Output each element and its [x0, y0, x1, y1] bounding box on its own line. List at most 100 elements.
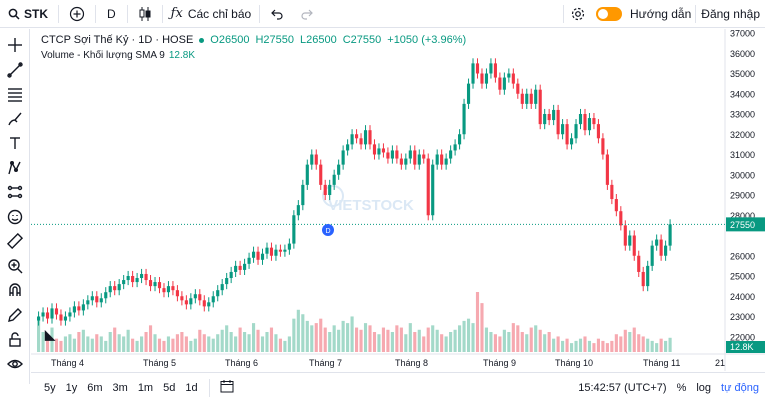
trendline-tool[interactable] — [3, 58, 27, 82]
watermark-text: VIETSTOCK — [328, 197, 414, 214]
indicators-button[interactable]: ƒx Các chỉ báo — [163, 0, 260, 28]
gear-icon — [571, 7, 585, 21]
volume-bar — [50, 327, 54, 352]
undo-icon — [271, 9, 283, 20]
pattern-tool[interactable] — [3, 156, 27, 180]
candle-body — [337, 164, 341, 175]
last-price-badge — [726, 217, 765, 232]
fib-tool[interactable] — [3, 82, 27, 106]
volume-bar — [332, 325, 336, 352]
range-button-6m[interactable]: 6m — [87, 381, 103, 394]
candle-body — [86, 300, 90, 305]
candle-body — [484, 73, 489, 84]
goto-date-button[interactable] — [216, 379, 238, 396]
volume-bar — [243, 332, 247, 352]
range-button-1m[interactable]: 1m — [137, 381, 154, 394]
volume-bar — [440, 334, 444, 352]
login-button[interactable]: Đăng nhập — [696, 0, 765, 28]
search-icon — [8, 8, 20, 20]
candle-body — [614, 199, 618, 212]
magnet-tool[interactable] — [3, 278, 27, 302]
candle-body — [355, 134, 359, 139]
volume-bar — [220, 329, 224, 352]
crosshair-tool[interactable] — [3, 33, 27, 57]
candle-body — [310, 154, 314, 165]
icons-tool[interactable] — [3, 205, 27, 229]
clock-label: 15:42:57 (UTC+7) — [578, 382, 667, 394]
top-right-group: Hướng dẫn Đăng nhập — [563, 0, 765, 28]
candle-body — [578, 114, 583, 125]
candle-body — [180, 296, 184, 301]
range-button-1d[interactable]: 1d — [185, 381, 198, 394]
magnet-icon — [8, 283, 21, 296]
lock-drawing-tool[interactable] — [3, 303, 27, 327]
text-tool[interactable] — [3, 131, 27, 155]
candle-body — [283, 249, 287, 252]
candle-body — [413, 150, 417, 165]
symbol-search[interactable]: STK — [0, 0, 58, 28]
range-button-5d[interactable]: 5d — [163, 381, 176, 394]
percent-toggle[interactable]: % — [676, 382, 687, 394]
volume-bar — [278, 338, 282, 352]
brush-tool[interactable] — [3, 107, 27, 131]
price-tick-label: 23000 — [730, 312, 755, 322]
candle-body — [619, 211, 623, 226]
guide-button[interactable]: Hướng dẫn — [626, 0, 695, 28]
candle-body — [292, 215, 296, 244]
undo-button[interactable] — [260, 0, 294, 28]
candle-body — [534, 89, 538, 104]
volume-bar — [90, 338, 94, 352]
time-tick-label: Tháng 9 — [483, 358, 516, 368]
lock-tool[interactable] — [3, 327, 27, 351]
volume-bar — [458, 325, 462, 352]
interval-button[interactable]: D — [96, 0, 127, 28]
candle-body — [265, 247, 269, 254]
theme-toggle[interactable] — [596, 7, 622, 21]
candle-body — [198, 294, 202, 301]
candle-body — [574, 124, 578, 139]
volume-bar — [543, 334, 547, 352]
range-button-3m[interactable]: 3m — [112, 381, 128, 394]
volume-bar — [287, 336, 291, 352]
volume-bar — [247, 334, 251, 352]
settings-button[interactable] — [564, 0, 592, 28]
log-toggle[interactable]: log — [696, 382, 712, 394]
eye-icon — [6, 359, 23, 368]
measure-tool[interactable] — [3, 229, 27, 253]
prediction-tool[interactable] — [3, 180, 27, 204]
volume-bar — [189, 340, 193, 352]
candle-body — [592, 118, 596, 125]
dividend-marker-label: D — [325, 228, 330, 235]
prediction-icon — [7, 185, 22, 199]
chart-type-button[interactable] — [128, 0, 162, 28]
legend-high: H27550 — [255, 34, 294, 46]
candle-body — [332, 174, 336, 185]
range-button-1y[interactable]: 1y — [65, 381, 78, 394]
volume-bar — [623, 329, 627, 352]
visibility-tool[interactable] — [3, 352, 27, 376]
zoom-tool[interactable] — [3, 254, 27, 278]
candle-body — [444, 158, 448, 165]
price-chart[interactable]: VIETSTOCK 37000 36000 35000 34000 33000 32000 3… — [31, 29, 765, 371]
candle-body — [122, 280, 126, 285]
candle-body — [547, 114, 551, 121]
chart-pane[interactable]: VIETSTOCK 37000 36000 35000 34000 33000 32000 3… — [31, 29, 765, 371]
auto-scale-toggle[interactable]: tự động — [721, 382, 759, 394]
dividend-marker[interactable] — [322, 224, 334, 236]
candle-body — [166, 286, 171, 293]
bottom-right-group: 15:42:57 (UTC+7) % log tự động — [578, 373, 759, 402]
redo-button[interactable] — [294, 0, 320, 28]
bottom-toolbar: 5y 1y 6m 3m 1m 5d 1d 15:42:57 (UTC+7) % log tự… — [31, 372, 765, 402]
volume-bar — [122, 336, 126, 352]
guide-label: Hướng dẫn — [630, 7, 692, 21]
price-tick-label: 34000 — [730, 89, 755, 99]
volume-bar — [45, 335, 50, 352]
plus-circle-icon — [69, 6, 85, 21]
candle-body — [247, 257, 251, 264]
candle-body — [381, 148, 386, 153]
range-button-5y[interactable]: 5y — [44, 381, 56, 394]
compare-button[interactable] — [59, 0, 95, 28]
text-icon — [9, 137, 20, 149]
volume-bar — [216, 334, 220, 352]
candle-body — [305, 164, 309, 185]
